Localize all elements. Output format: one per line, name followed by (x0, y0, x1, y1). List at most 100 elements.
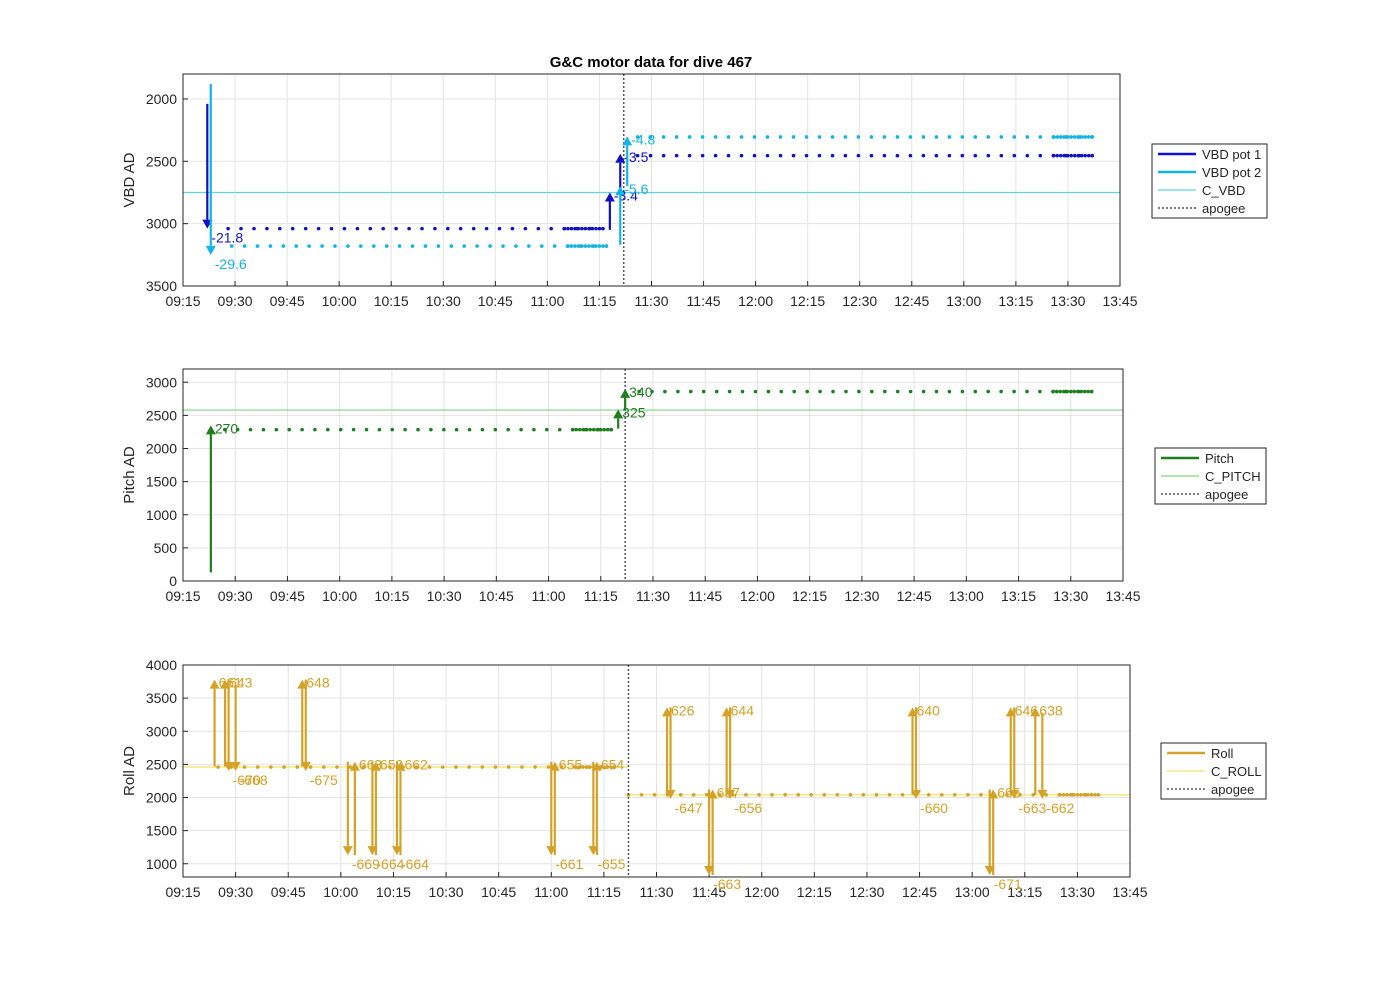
sample-point (1090, 153, 1094, 158)
sample-point (783, 793, 787, 797)
move-arrow-head (613, 409, 624, 419)
move-arrow-head (622, 136, 633, 146)
sample-point (804, 135, 809, 139)
sample-point (960, 135, 965, 139)
move-label: -663 (713, 876, 741, 892)
x-tick-label: 09:15 (165, 884, 200, 900)
x-tick-label: 12:15 (792, 588, 827, 604)
sample-point (1025, 153, 1030, 158)
sample-point (726, 153, 731, 158)
move-arrow-head (1009, 789, 1020, 799)
sample-point (1076, 153, 1080, 158)
sample-point (566, 244, 570, 248)
sample-point (364, 427, 369, 432)
x-tick-label: 10:45 (481, 884, 516, 900)
sample-point (351, 427, 356, 432)
sample-point (960, 389, 965, 394)
sample-point (701, 389, 706, 394)
figure-title: G&C motor data for dive 467 (550, 54, 753, 71)
sample-point (580, 226, 584, 231)
sample-point (817, 135, 822, 139)
sample-point (921, 389, 926, 394)
x-tick-label: 10:00 (322, 293, 357, 309)
sample-point (1025, 389, 1029, 394)
sample-point (290, 226, 295, 231)
sample-point (1072, 135, 1077, 139)
sample-point (895, 135, 900, 139)
sample-point (1079, 389, 1083, 394)
sample-point (303, 226, 308, 231)
sample-point (1076, 135, 1080, 139)
sample-point (348, 765, 353, 769)
sample-point (594, 244, 598, 248)
sample-point (895, 389, 900, 394)
sample-point (1086, 389, 1090, 394)
sample-point (355, 226, 360, 231)
y-tick-label: 3000 (146, 216, 177, 232)
sample-point (635, 135, 640, 139)
y-tick-label: 1500 (146, 823, 177, 839)
move-label: 662 (404, 757, 428, 773)
y-tick-label: 1000 (146, 856, 177, 872)
sample-point (908, 389, 913, 394)
sample-point (953, 793, 957, 797)
sample-point (714, 389, 719, 394)
move-label: -655 (597, 856, 625, 872)
sample-point (1069, 135, 1073, 139)
sample-point (520, 765, 524, 769)
sample-point (1065, 793, 1069, 797)
move-label: -663 (1018, 800, 1046, 816)
sample-point (921, 135, 926, 139)
sample-point (1093, 793, 1097, 797)
sample-point (1058, 793, 1062, 797)
sample-point (368, 226, 373, 231)
y-tick-label: 2000 (146, 790, 177, 806)
sample-point (908, 135, 913, 139)
sample-point (235, 427, 240, 432)
sample-point (590, 226, 595, 231)
sample-point (882, 135, 887, 139)
sample-point (239, 226, 243, 231)
sample-point (856, 135, 861, 139)
x-tick-label: 10:00 (322, 588, 357, 604)
sample-point (602, 427, 606, 432)
move-label: -660 (920, 800, 948, 816)
x-tick-label: 11:15 (584, 588, 618, 604)
x-tick-label: 13:30 (1050, 293, 1085, 309)
sample-point (648, 153, 653, 158)
sample-point (601, 244, 605, 248)
sample-point (454, 427, 459, 432)
x-tick-label: 11:15 (587, 884, 621, 900)
sample-point (687, 135, 692, 139)
sample-point (713, 135, 718, 139)
x-tick-label: 13:15 (1007, 884, 1042, 900)
sample-point (1051, 389, 1055, 394)
sample-point (597, 226, 602, 231)
sample-point (1058, 135, 1063, 139)
move-label: -675 (310, 772, 338, 788)
sample-point (429, 427, 433, 432)
sample-point (1051, 135, 1056, 139)
sample-point (576, 244, 581, 248)
move-arrow-head (230, 762, 241, 771)
x-tick-label: 12:15 (790, 293, 825, 309)
sample-point (308, 765, 313, 769)
move-arrow-head (391, 846, 402, 856)
sample-point (1079, 153, 1084, 158)
sample-point (591, 427, 596, 432)
sample-point (390, 427, 395, 432)
axes-1: 09:15 09:30 09:45 10:00 10:15 10:30 10:45 11:00… (121, 73, 1268, 309)
sample-point (583, 244, 588, 248)
sample-point (856, 153, 861, 158)
move-label: -21.8 (211, 230, 243, 246)
x-tick-label: 12:45 (894, 293, 929, 309)
x-tick-label: 13:00 (955, 884, 990, 900)
sample-point (778, 135, 783, 139)
sample-point (274, 427, 279, 432)
move-label: 644 (731, 702, 755, 718)
sample-point (687, 153, 692, 158)
sample-point (739, 153, 744, 158)
sample-point (523, 226, 528, 231)
sample-point (229, 244, 234, 248)
